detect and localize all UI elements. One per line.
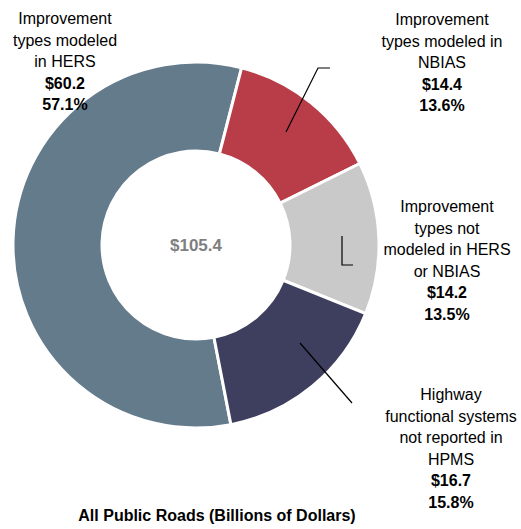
percentage-label: 13.6% bbox=[419, 97, 464, 114]
percentage-label: 13.5% bbox=[424, 306, 469, 323]
total-label: $105.4 bbox=[170, 236, 223, 255]
chart: $105.4 Improvementtypes modeledin HERS $60… bbox=[0, 0, 521, 529]
slice-label: Improvementtypes modeledin HERS bbox=[13, 10, 117, 70]
slice-label: Highwayfunctional systemsnot reported in… bbox=[385, 386, 517, 468]
percentage-label: 57.1% bbox=[42, 96, 87, 113]
value-label: $60.2 bbox=[45, 75, 85, 92]
value-label: $14.4 bbox=[422, 76, 462, 93]
slices bbox=[13, 62, 379, 428]
leader-line bbox=[342, 236, 353, 265]
slice bbox=[214, 280, 366, 424]
value-label: $14.2 bbox=[427, 284, 467, 301]
value-label: $16.7 bbox=[431, 472, 471, 489]
slice-label: Improvementtypes notmodeled in HERSor NB… bbox=[383, 198, 510, 280]
title: All Public Roads (Billions of Dollars) bbox=[78, 507, 355, 524]
slice-label: Improvementtypes modeled inNBIAS bbox=[382, 11, 503, 71]
slice bbox=[13, 62, 242, 428]
leader-line bbox=[286, 68, 330, 132]
leader-line bbox=[300, 343, 352, 403]
percentage-label: 15.8% bbox=[428, 494, 473, 511]
